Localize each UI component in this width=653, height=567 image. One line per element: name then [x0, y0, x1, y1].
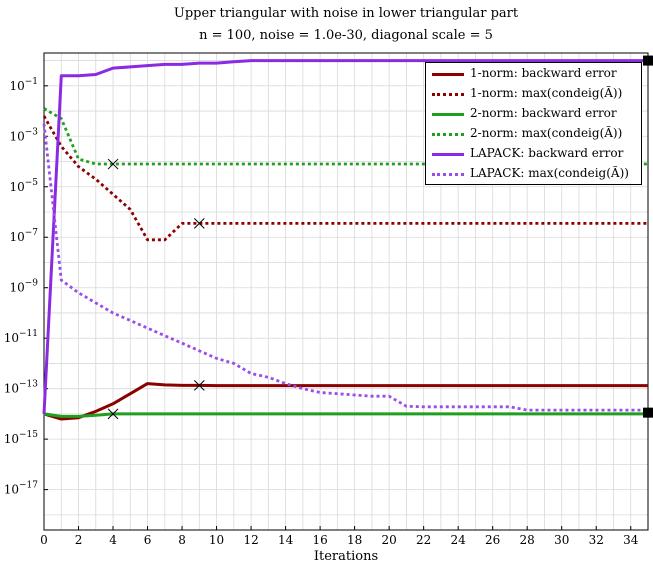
x-tick-label: 4 [109, 533, 117, 547]
series-line-4 [42, 59, 648, 414]
x-tick-label: 8 [178, 533, 186, 547]
legend-label: 2-norm: max(condeig(Ã)) [470, 126, 623, 140]
legend-entry-lapack-backward: LAPACK: backward error [426, 145, 641, 163]
legend-entry-2norm-backward: 2-norm: backward error [426, 105, 641, 123]
x-tick-label: 26 [485, 533, 500, 547]
x-tick-label: 10 [209, 533, 224, 547]
x-tick-label: 20 [382, 533, 397, 547]
x-tick-label: 2 [75, 533, 83, 547]
x-tick-label: 32 [589, 533, 604, 547]
series-marker-x [107, 408, 119, 420]
legend-label: 2-norm: backward error [470, 106, 617, 120]
legend-label: 1-norm: max(condeig(Ã)) [470, 86, 623, 100]
series-line-5 [42, 123, 648, 412]
series-marker-x [107, 158, 119, 170]
y-tick-label: 10−3 [9, 127, 38, 143]
legend-swatch [432, 173, 464, 176]
legend-swatch [432, 93, 464, 96]
legend-swatch [432, 113, 464, 116]
legend-swatch [432, 133, 464, 136]
chart-title: Upper triangular with noise in lower tri… [173, 6, 519, 21]
x-tick-label: 14 [278, 533, 294, 547]
y-tick-label: 10−11 [4, 329, 38, 345]
chart-legend: 1-norm: backward error 1-norm: max(conde… [425, 62, 642, 185]
y-tick-label: 10−5 [9, 178, 38, 194]
legend-label: LAPACK: max(condeig(Ã)) [470, 166, 629, 180]
x-tick-label: 12 [243, 533, 258, 547]
legend-entry-1norm-condeig: 1-norm: max(condeig(Ã)) [426, 85, 641, 103]
series-marker-square [643, 407, 653, 418]
x-tick-label: 34 [623, 533, 639, 547]
legend-swatch [432, 153, 464, 156]
series-line-0 [43, 382, 648, 421]
x-tick-label: 0 [40, 533, 48, 547]
y-tick-label: 10−17 [4, 481, 39, 497]
legend-entry-1norm-backward: 1-norm: backward error [426, 65, 641, 83]
y-tick-label: 10−15 [4, 430, 39, 446]
x-tick-label: 28 [520, 533, 535, 547]
legend-label: LAPACK: backward error [470, 146, 624, 160]
y-tick-label: 10−13 [4, 380, 39, 396]
legend-swatch [432, 73, 464, 76]
legend-entry-lapack-condeig: LAPACK: max(condeig(Ã)) [426, 165, 641, 183]
x-tick-label: 30 [554, 533, 569, 547]
x-tick-label: 22 [416, 533, 431, 547]
series-line-1 [42, 115, 648, 242]
plot-frame [43, 52, 649, 531]
series-marker-x [193, 218, 205, 229]
x-axis-label: Iterations [314, 549, 378, 564]
legend-label: 1-norm: backward error [470, 66, 617, 80]
series-line-2 [43, 412, 648, 418]
y-tick-label: 10−7 [9, 228, 38, 244]
y-tick-label: 10−1 [9, 77, 38, 93]
x-tick-label: 6 [144, 533, 152, 547]
y-tick-label: 10−9 [9, 279, 38, 295]
series-line-3 [43, 107, 648, 166]
x-tick-label: 24 [451, 533, 467, 547]
series-marker-square [643, 55, 653, 66]
x-tick-label: 18 [347, 533, 362, 547]
series-marker-x [193, 380, 205, 391]
chart-subtitle: n = 100, noise = 1.0e-30, diagonal scale… [199, 28, 493, 43]
legend-entry-2norm-condeig: 2-norm: max(condeig(Ã)) [426, 125, 641, 143]
x-tick-label: 16 [312, 533, 327, 547]
